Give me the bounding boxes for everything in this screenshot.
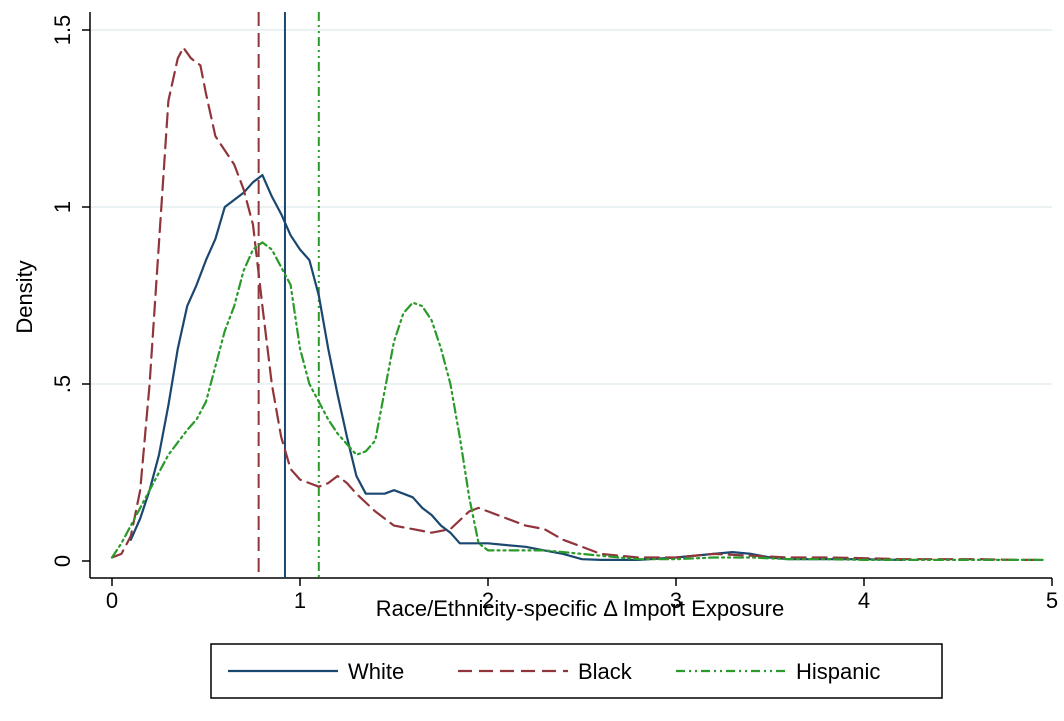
legend: White Black Hispanic [210,643,943,699]
y-tick-label: 1 [50,201,75,213]
series-line-black [110,46,1044,562]
x-axis: 0 1 2 3 4 5 [90,577,1058,613]
x-tick-label: 0 [106,588,118,613]
series-lines [110,46,1044,562]
x-tick-label: 1 [294,588,306,613]
y-axis-title: Density [12,260,37,333]
y-tick-label: 0 [50,555,75,567]
x-axis-title: Race/Ethnicity-specific Δ Import Exposur… [376,596,784,621]
x-tick-label: 2 [482,588,494,613]
series-line-hispanic [110,241,1044,562]
x-tick-label: 5 [1046,588,1058,613]
y-axis: 0 .5 1 1.5 [50,12,91,578]
legend-label-hispanic: Hispanic [796,659,880,684]
legend-label-black: Black [578,659,633,684]
x-tick-label: 3 [670,588,682,613]
y-tick-label: 1.5 [50,15,75,46]
y-tick-label: .5 [50,375,75,393]
x-tick-label: 4 [858,588,870,613]
grid-lines [90,29,1052,385]
legend-label-white: White [348,659,404,684]
